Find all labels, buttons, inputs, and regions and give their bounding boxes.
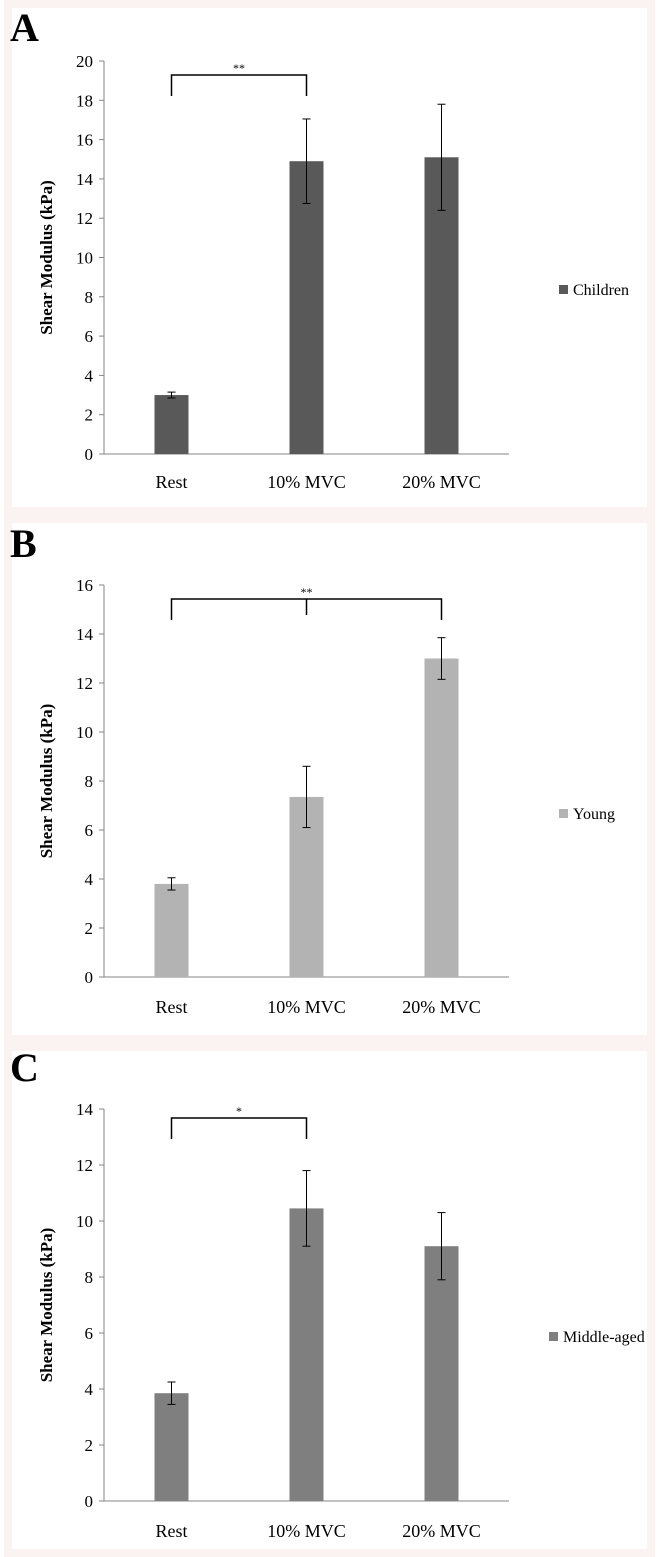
y-tick-label: 2 (85, 919, 94, 938)
y-tick-label: 8 (85, 288, 94, 307)
panel-c-letter: C (10, 1045, 39, 1090)
y-tick-label: 8 (85, 772, 94, 791)
y-tick-label: 12 (76, 1156, 93, 1175)
y-tick-label: 6 (85, 821, 94, 840)
y-tick-label: 8 (85, 1268, 94, 1287)
y-tick-label: 10 (76, 723, 93, 742)
bar-rest (154, 883, 189, 977)
legend-label: Young (573, 806, 615, 823)
y-tick-label: 4 (85, 366, 94, 385)
bar-20-mvc (424, 1246, 459, 1501)
significance-bracket (170, 74, 308, 96)
panel-a: A 0 2 4 6 8 10 12 14 16 18 20 Shear Modulus (kPa) Re… (0, 0, 659, 515)
x-category-label: 10% MVC (267, 997, 346, 1017)
chart-b: 0 2 4 6 8 10 12 14 16 Shear Modulus (kPa) Rest 10% … (37, 576, 615, 1017)
bar-10-mvc (289, 161, 324, 454)
significance-marker: * (236, 1104, 242, 1118)
y-tick-label: 16 (76, 576, 93, 595)
y-tick-label: 18 (76, 91, 93, 110)
bar-rest (154, 1393, 189, 1501)
panel-c-frame (4, 1043, 655, 1557)
legend-label: Children (573, 282, 629, 299)
x-category-label: Rest (155, 472, 187, 492)
legend-swatch (559, 285, 568, 294)
x-category-label: 20% MVC (402, 997, 481, 1017)
panel-a-letter: A (10, 5, 39, 50)
significance-marker: ** (233, 61, 245, 75)
chart-c: 0 2 4 6 8 10 12 14 Shear Modulus (kPa) Rest 10% MV… (37, 1100, 645, 1541)
y-tick-label: 6 (85, 1324, 94, 1343)
panel-b-frame (4, 515, 655, 1043)
x-category-label: Rest (155, 1521, 187, 1541)
y-tick-label: 14 (76, 1100, 94, 1119)
y-axis-title: Shear Modulus (kPa) (37, 704, 56, 859)
panel-a-frame (4, 0, 655, 515)
x-category-label: 10% MVC (267, 1521, 346, 1541)
y-tick-label: 16 (76, 131, 93, 150)
y-tick-label: 4 (85, 1380, 94, 1399)
significance-marker: ** (301, 585, 313, 599)
y-tick-label: 20 (76, 52, 93, 71)
y-tick-label: 4 (85, 870, 94, 889)
y-tick-label: 0 (85, 968, 94, 987)
x-category-label: 10% MVC (267, 472, 346, 492)
y-tick-label: 10 (76, 249, 93, 268)
bar-20-mvc (424, 658, 459, 977)
y-tick-label: 12 (76, 674, 93, 693)
y-tick-label: 0 (85, 445, 94, 464)
x-category-label: 20% MVC (402, 1521, 481, 1541)
y-tick-label: 14 (76, 170, 94, 189)
panel-b-letter: B (10, 521, 37, 566)
significance-bracket (170, 1117, 308, 1139)
bar-rest (154, 395, 189, 454)
y-axis-title: Shear Modulus (kPa) (37, 1228, 56, 1383)
y-tick-label: 14 (76, 625, 94, 644)
y-tick-label: 0 (85, 1492, 94, 1511)
chart-a: 0 2 4 6 8 10 12 14 16 18 20 Shear Modulus (kPa) Rest… (37, 52, 629, 492)
legend-label: Middle-aged (563, 1329, 645, 1346)
y-tick-label: 12 (76, 209, 93, 228)
y-tick-label: 2 (85, 1436, 94, 1455)
y-tick-label: 2 (85, 406, 94, 425)
bar-10-mvc (289, 1208, 324, 1501)
legend-swatch (559, 809, 568, 818)
panel-c: C 0 2 4 6 8 10 12 14 Shear Modulus (kPa) Rest 10% … (0, 1043, 659, 1557)
y-tick-label: 10 (76, 1212, 93, 1231)
panel-b: B 0 2 4 6 8 10 12 14 16 Shear Modulus (kPa) Rest 10… (0, 515, 659, 1043)
y-axis-title: Shear Modulus (kPa) (37, 180, 56, 335)
x-category-label: Rest (155, 997, 187, 1017)
y-tick-label: 6 (85, 327, 94, 346)
x-category-label: 20% MVC (402, 472, 481, 492)
legend-swatch (549, 1332, 558, 1341)
